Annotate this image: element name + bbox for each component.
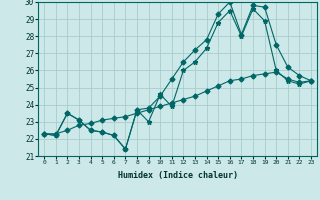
X-axis label: Humidex (Indice chaleur): Humidex (Indice chaleur) xyxy=(118,171,238,180)
